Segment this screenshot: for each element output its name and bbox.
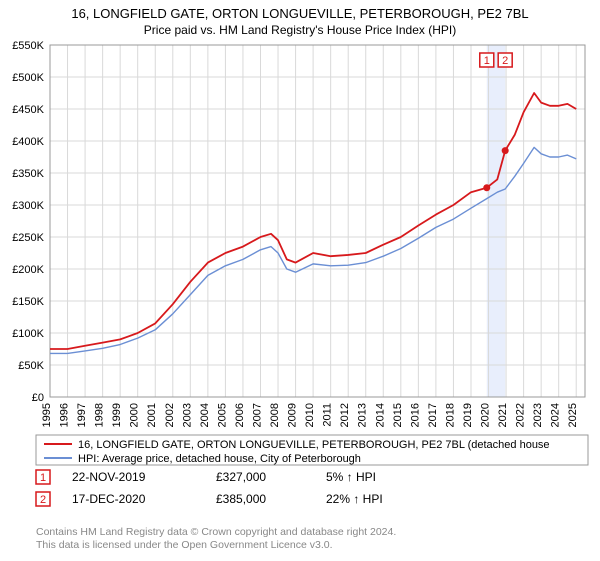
x-tick-label: 2025: [567, 403, 579, 427]
x-tick-label: 2000: [129, 403, 141, 427]
y-tick-label: £50K: [18, 360, 44, 372]
y-tick-label: £450K: [12, 104, 44, 116]
x-tick-label: 2017: [427, 403, 439, 427]
y-tick-label: £500K: [12, 72, 44, 84]
x-tick-label: 2016: [409, 403, 421, 427]
y-tick-label: £100K: [12, 328, 44, 340]
x-tick-label: 2019: [462, 403, 474, 427]
x-tick-label: 1997: [76, 403, 88, 427]
legend-label: HPI: Average price, detached house, City…: [78, 453, 361, 465]
y-tick-label: £150K: [12, 296, 44, 308]
txn-marker-number: 1: [40, 472, 46, 484]
x-tick-label: 2013: [357, 403, 369, 427]
txn-price: £385,000: [216, 492, 266, 506]
txn-date: 22-NOV-2019: [72, 470, 146, 484]
y-tick-label: £300K: [12, 200, 44, 212]
x-tick-label: 2020: [480, 403, 492, 427]
x-tick-label: 2006: [234, 403, 246, 427]
x-tick-label: 2012: [339, 403, 351, 427]
y-tick-label: £0: [32, 392, 44, 404]
marker-dot: [483, 184, 490, 191]
x-tick-label: 2022: [515, 403, 527, 427]
x-tick-label: 2010: [304, 403, 316, 427]
x-tick-label: 2002: [164, 403, 176, 427]
x-tick-label: 1996: [59, 403, 71, 427]
txn-date: 17-DEC-2020: [72, 492, 146, 506]
y-tick-label: £400K: [12, 136, 44, 148]
x-tick-label: 2005: [216, 403, 228, 427]
txn-delta: 22% ↑ HPI: [326, 492, 383, 506]
chart-subtitle: Price paid vs. HM Land Registry's House …: [0, 21, 600, 37]
x-tick-label: 2015: [392, 403, 404, 427]
y-tick-label: £200K: [12, 264, 44, 276]
footnote-1: Contains HM Land Registry data © Crown c…: [36, 526, 396, 538]
x-tick-label: 1998: [94, 403, 106, 427]
x-tick-label: 2001: [146, 403, 158, 427]
txn-marker-number: 2: [40, 494, 46, 506]
x-tick-label: 2024: [550, 403, 562, 427]
x-tick-label: 2004: [199, 403, 211, 427]
chart-svg: £0 £50K £100K £150K £200K £250K £300K £350K £400…: [0, 37, 600, 561]
txn-price: £327,000: [216, 470, 266, 484]
x-tick-label: 2021: [497, 403, 509, 427]
x-tick-label: 2023: [532, 403, 544, 427]
x-tick-label: 2003: [181, 403, 193, 427]
x-tick-label: 2011: [322, 403, 334, 427]
highlight-band: [487, 45, 505, 397]
x-tick-label: 1995: [41, 403, 53, 427]
x-tick-label: 1999: [111, 403, 123, 427]
marker-number: 1: [484, 55, 490, 67]
x-tick-label: 2007: [251, 403, 263, 427]
x-tick-label: 2008: [269, 403, 281, 427]
x-tick-label: 2014: [374, 403, 386, 427]
x-tick-label: 2018: [444, 403, 456, 427]
txn-delta: 5% ↑ HPI: [326, 470, 376, 484]
y-tick-label: £250K: [12, 232, 44, 244]
legend-label: 16, LONGFIELD GATE, ORTON LONGUEVILLE, P…: [78, 439, 550, 451]
chart-title: 16, LONGFIELD GATE, ORTON LONGUEVILLE, P…: [0, 0, 600, 21]
y-tick-label: £350K: [12, 168, 44, 180]
chart-container: 16, LONGFIELD GATE, ORTON LONGUEVILLE, P…: [0, 0, 600, 560]
marker-dot: [502, 147, 509, 154]
footnote-2: This data is licensed under the Open Gov…: [36, 539, 333, 551]
x-tick-label: 2009: [287, 403, 299, 427]
marker-number: 2: [502, 55, 508, 67]
y-tick-label: £550K: [12, 40, 44, 52]
